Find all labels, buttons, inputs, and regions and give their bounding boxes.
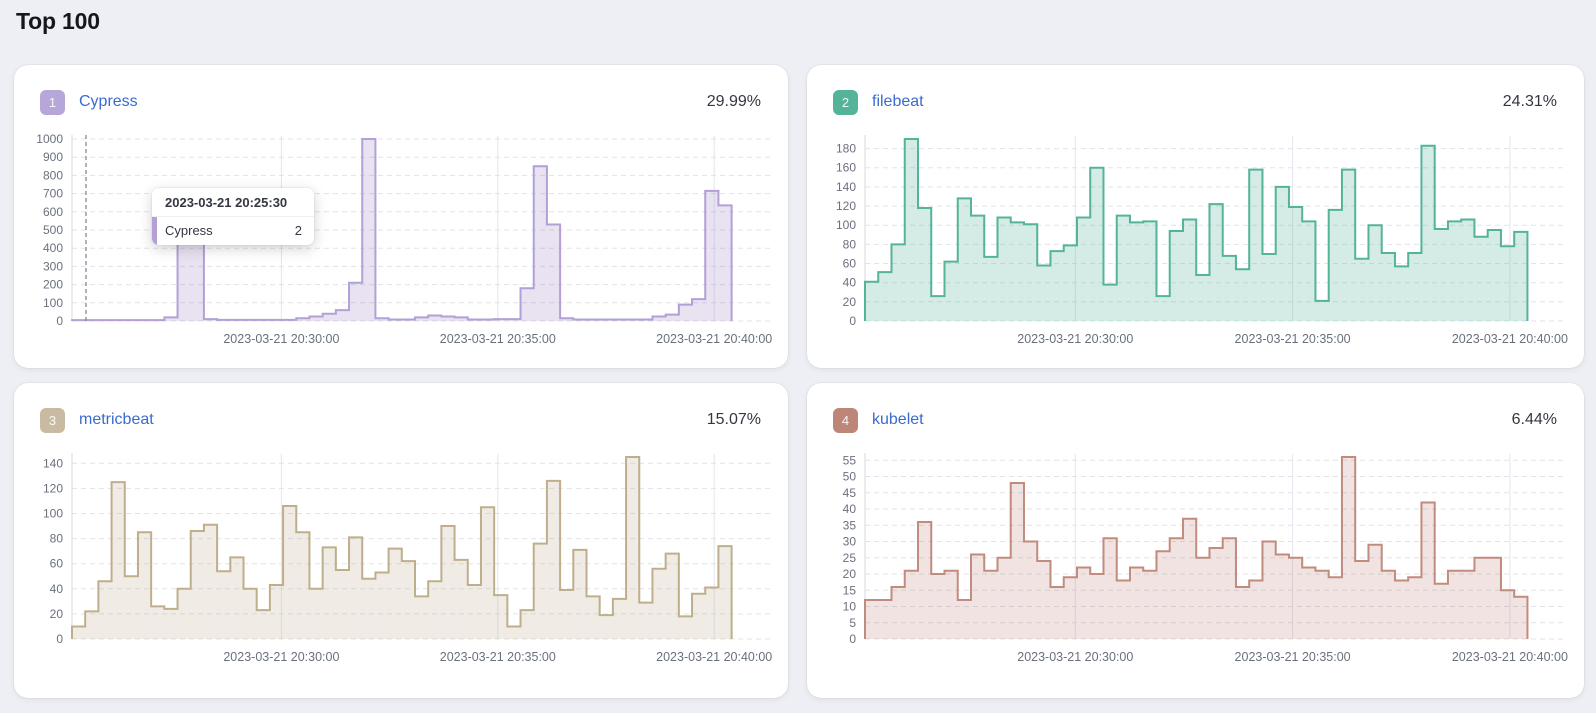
svg-text:400: 400 xyxy=(43,241,63,255)
svg-text:2023-03-21 20:30:00: 2023-03-21 20:30:00 xyxy=(1017,650,1133,664)
svg-text:100: 100 xyxy=(43,507,63,521)
rank-badge: 4 xyxy=(833,407,858,433)
svg-text:140: 140 xyxy=(836,180,856,194)
chart-area-kubelet[interactable]: 0 5 10 15 20 25 30 35 40 45 50 55 2023-03-21 20:30:0… xyxy=(807,445,1584,680)
svg-text:600: 600 xyxy=(43,205,63,219)
tooltip-series-value: 2 xyxy=(294,223,302,238)
svg-text:900: 900 xyxy=(43,150,63,164)
svg-text:200: 200 xyxy=(43,278,63,292)
svg-text:0: 0 xyxy=(849,314,856,328)
chart-svg: 0 20 40 60 80 100 120 140 2023-03-21 20:30:00 202… xyxy=(43,453,772,664)
svg-text:30: 30 xyxy=(843,535,857,549)
card-header: 4 kubelet 6.44% xyxy=(833,407,1557,433)
card-header: 2 filebeat 24.31% xyxy=(833,89,1557,115)
card-header: 1 Cypress 29.99% xyxy=(40,89,761,115)
svg-text:2023-03-21 20:30:00: 2023-03-21 20:30:00 xyxy=(223,332,339,346)
svg-text:1000: 1000 xyxy=(36,132,63,146)
chart-card-kubelet: 4 kubelet 6.44% 0 5 10 15 20 25 30 35 40 45 50 55 20… xyxy=(807,383,1584,698)
svg-text:2023-03-21 20:40:00: 2023-03-21 20:40:00 xyxy=(1452,650,1568,664)
chart-svg: 0 5 10 15 20 25 30 35 40 45 50 55 2023-03-21 20:30:0… xyxy=(843,453,1568,664)
svg-text:35: 35 xyxy=(843,518,857,532)
svg-text:20: 20 xyxy=(843,567,857,581)
svg-text:45: 45 xyxy=(843,486,857,500)
chart-card-metricbeat: 3 metricbeat 15.07% 0 20 40 60 80 100 120 140 20… xyxy=(14,383,788,698)
svg-text:2023-03-21 20:40:00: 2023-03-21 20:40:00 xyxy=(656,332,772,346)
tooltip-series-name: Cypress xyxy=(165,223,213,238)
svg-text:20: 20 xyxy=(843,295,857,309)
chart-card-cypress: 1 Cypress 29.99% 0 100 200 300 400 500 600 700 8… xyxy=(14,65,788,368)
svg-text:2023-03-21 20:35:00: 2023-03-21 20:35:00 xyxy=(440,650,556,664)
svg-text:0: 0 xyxy=(56,632,63,646)
svg-text:140: 140 xyxy=(43,456,63,470)
svg-text:60: 60 xyxy=(50,557,64,571)
series-link-kubelet[interactable]: kubelet xyxy=(872,411,924,428)
svg-text:5: 5 xyxy=(849,616,856,630)
svg-text:50: 50 xyxy=(843,470,857,484)
svg-text:40: 40 xyxy=(843,276,857,290)
svg-text:120: 120 xyxy=(836,199,856,213)
chart-area-metricbeat[interactable]: 0 20 40 60 80 100 120 140 2023-03-21 20:30:00 202… xyxy=(14,445,788,680)
svg-text:55: 55 xyxy=(843,453,857,467)
chart-svg: 0 20 40 60 80 100 120 140 160 180 2023-03-21 20:30… xyxy=(836,135,1568,346)
card-header: 3 metricbeat 15.07% xyxy=(40,407,761,433)
chart-svg: 0 100 200 300 400 500 600 700 800 900 1000 2023-03-… xyxy=(36,132,772,346)
svg-text:60: 60 xyxy=(843,257,857,271)
svg-text:120: 120 xyxy=(43,481,63,495)
svg-text:2023-03-21 20:35:00: 2023-03-21 20:35:00 xyxy=(1235,332,1351,346)
chart-card-filebeat: 2 filebeat 24.31% 0 20 40 60 80 100 120 140 160 1… xyxy=(807,65,1584,368)
svg-text:0: 0 xyxy=(56,314,63,328)
svg-text:20: 20 xyxy=(50,607,64,621)
chart-area-cypress[interactable]: 0 100 200 300 400 500 600 700 800 900 1000 2023-03-… xyxy=(14,127,788,362)
svg-text:25: 25 xyxy=(843,551,857,565)
svg-text:40: 40 xyxy=(50,582,64,596)
rank-badge: 2 xyxy=(833,89,858,115)
svg-text:80: 80 xyxy=(843,237,857,251)
page-title: Top 100 xyxy=(16,8,100,34)
svg-text:2023-03-21 20:30:00: 2023-03-21 20:30:00 xyxy=(1017,332,1133,346)
percent-value: 15.07% xyxy=(706,411,761,428)
rank-badge: 3 xyxy=(40,407,65,433)
rank-badge: 1 xyxy=(40,89,65,115)
svg-text:800: 800 xyxy=(43,168,63,182)
svg-text:2023-03-21 20:35:00: 2023-03-21 20:35:00 xyxy=(440,332,556,346)
chart-tooltip: 2023-03-21 20:25:30 Cypress 2 xyxy=(152,188,314,245)
svg-text:100: 100 xyxy=(836,218,856,232)
svg-text:2023-03-21 20:35:00: 2023-03-21 20:35:00 xyxy=(1235,650,1351,664)
svg-text:0: 0 xyxy=(849,632,856,646)
percent-value: 24.31% xyxy=(1502,93,1557,110)
svg-text:40: 40 xyxy=(843,502,857,516)
tooltip-timestamp: 2023-03-21 20:25:30 xyxy=(152,188,314,217)
svg-text:80: 80 xyxy=(50,532,64,546)
svg-text:300: 300 xyxy=(43,259,63,273)
svg-text:2023-03-21 20:30:00: 2023-03-21 20:30:00 xyxy=(223,650,339,664)
svg-text:15: 15 xyxy=(843,583,857,597)
svg-text:700: 700 xyxy=(43,187,63,201)
series-link-filebeat[interactable]: filebeat xyxy=(872,93,924,110)
percent-value: 29.99% xyxy=(706,93,761,110)
series-link-cypress[interactable]: Cypress xyxy=(79,93,138,110)
svg-text:100: 100 xyxy=(43,296,63,310)
svg-text:2023-03-21 20:40:00: 2023-03-21 20:40:00 xyxy=(1452,332,1568,346)
tooltip-series-row: Cypress 2 xyxy=(152,217,314,245)
svg-text:160: 160 xyxy=(836,161,856,175)
tooltip-series-marker xyxy=(152,217,157,245)
svg-text:10: 10 xyxy=(843,600,857,614)
svg-text:180: 180 xyxy=(836,142,856,156)
series-link-metricbeat[interactable]: metricbeat xyxy=(79,411,154,428)
svg-text:500: 500 xyxy=(43,223,63,237)
svg-text:2023-03-21 20:40:00: 2023-03-21 20:40:00 xyxy=(656,650,772,664)
percent-value: 6.44% xyxy=(1511,411,1557,428)
chart-area-filebeat[interactable]: 0 20 40 60 80 100 120 140 160 180 2023-03-21 20:30… xyxy=(807,127,1584,362)
